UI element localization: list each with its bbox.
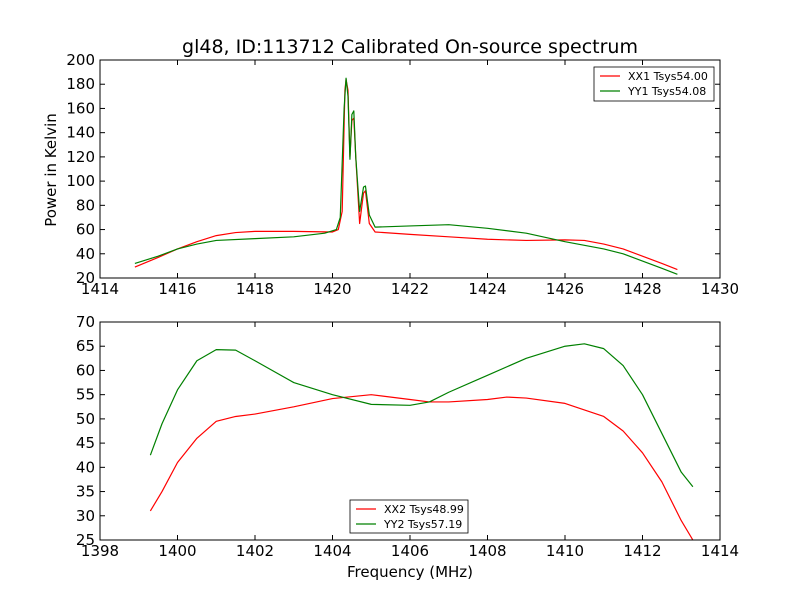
y-tick-label: 65 xyxy=(76,337,95,355)
y-tick-label: 20 xyxy=(76,269,95,287)
x-tick-label: 1428 xyxy=(623,280,661,298)
bottom-chart: 1398 1400 1402 1404 1406 1408 1410 1412 1414 25 30… xyxy=(76,313,739,560)
y-tick-label: 180 xyxy=(66,75,95,93)
series-line-2 xyxy=(149,343,694,488)
x-tick-label: 1424 xyxy=(468,280,506,298)
legend-label-2: YY2 Tsys57.19 xyxy=(383,518,462,531)
legend: XX1 Tsys54.00 YY1 Tsys54.08 xyxy=(593,66,715,102)
x-tick-label: 1408 xyxy=(468,542,506,560)
bottom-chart-xlabel: Frequency (MHz) xyxy=(347,563,473,581)
x-tick-label: 1398 xyxy=(81,542,119,560)
x-tick-label: 1418 xyxy=(236,280,274,298)
x-tick-label: 1412 xyxy=(623,542,661,560)
top-chart-ylabel: Power in Kelvin xyxy=(42,113,60,227)
x-tick-label: 1416 xyxy=(158,280,196,298)
y-tick-label: 120 xyxy=(66,148,95,166)
legend-box xyxy=(349,499,469,534)
y-tick-label: 25 xyxy=(76,531,95,549)
legend-label-2: YY1 Tsys54.08 xyxy=(627,85,706,98)
y-tick-label: 80 xyxy=(76,196,95,214)
top-chart: 1414 1416 1418 1420 1422 1424 1426 1428 1430 20 40… xyxy=(66,51,739,298)
x-tick-label: 1422 xyxy=(391,280,429,298)
legend-box xyxy=(593,66,715,102)
top-chart-title: gl48, ID:113712 Calibrated On-source spe… xyxy=(182,36,638,58)
x-tick-label: 1430 xyxy=(701,280,739,298)
y-tick-label: 200 xyxy=(66,51,95,69)
legend-label-1: XX1 Tsys54.00 xyxy=(628,70,708,83)
x-tick-label: 1404 xyxy=(313,542,351,560)
x-tick-label: 1402 xyxy=(236,542,274,560)
legend-label-1: XX2 Tsys48.99 xyxy=(384,503,464,516)
y-tick-label: 30 xyxy=(76,507,95,525)
y-tick-label: 160 xyxy=(66,99,95,117)
y-tick-label: 45 xyxy=(76,434,95,452)
legend: XX2 Tsys48.99 YY2 Tsys57.19 xyxy=(349,499,469,534)
y-tick-label: 40 xyxy=(76,245,95,263)
y-tick-label: 50 xyxy=(76,410,95,428)
y-tick-label: 140 xyxy=(66,124,95,142)
x-tick-label: 1420 xyxy=(313,280,351,298)
y-tick-label: 40 xyxy=(76,458,95,476)
x-tick-label: 1414 xyxy=(701,542,739,560)
x-tick-label: 1406 xyxy=(391,542,429,560)
x-tick-label: 1414 xyxy=(81,280,119,298)
series-line-2 xyxy=(134,77,678,275)
y-tick-label: 60 xyxy=(76,361,95,379)
y-tick-label: 35 xyxy=(76,483,95,501)
y-tick-label: 60 xyxy=(76,221,95,239)
x-tick-label: 1426 xyxy=(546,280,584,298)
y-tick-label: 70 xyxy=(76,313,95,331)
x-tick-label: 1400 xyxy=(158,542,196,560)
y-tick-label: 55 xyxy=(76,386,95,404)
x-tick-label: 1410 xyxy=(546,542,584,560)
y-tick-label: 100 xyxy=(66,172,95,190)
